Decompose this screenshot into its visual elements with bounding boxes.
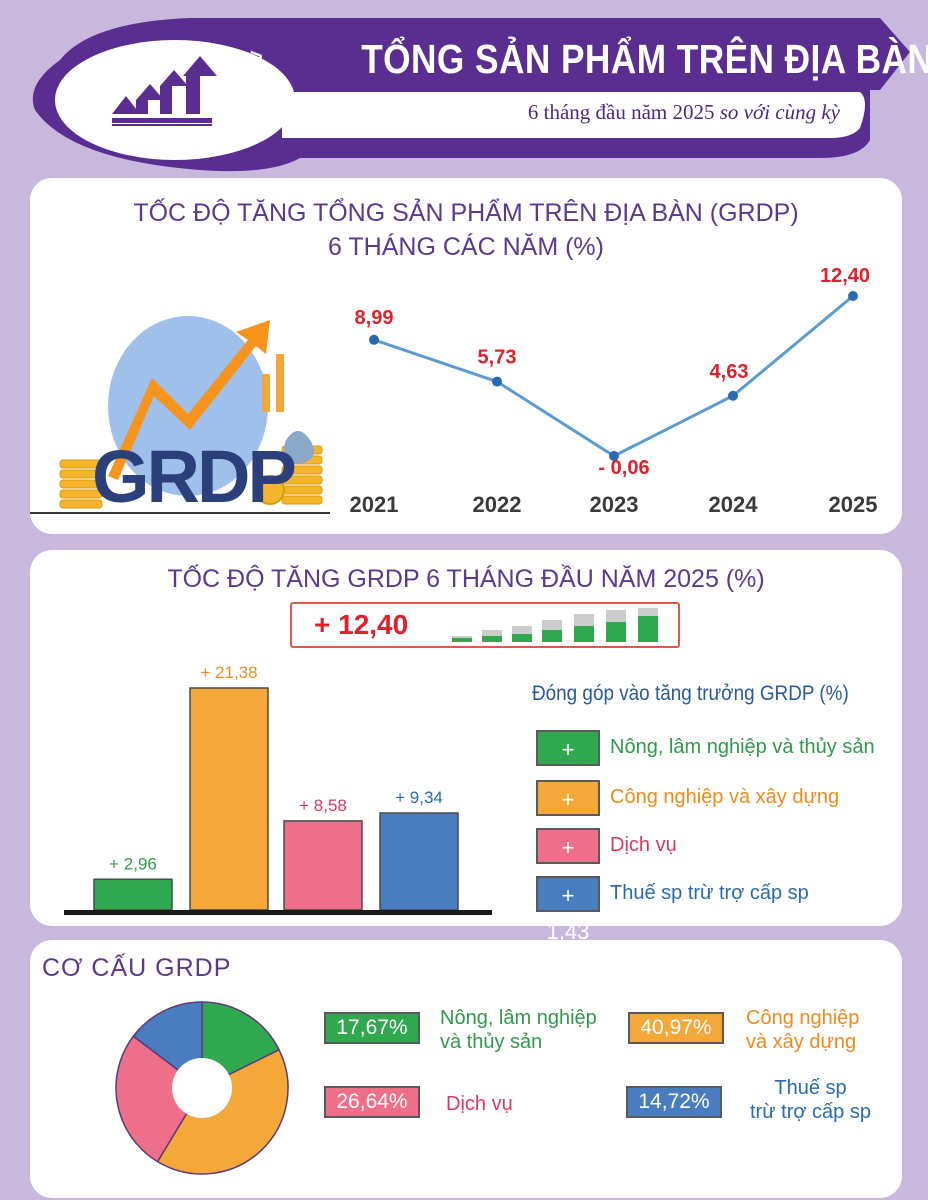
line-data-label: 8,99 bbox=[355, 307, 394, 329]
page-subtitle: 6 tháng đầu năm 2025 so với cùng kỳ bbox=[300, 100, 840, 125]
line-point bbox=[492, 376, 502, 387]
headline-growth-badge: + 12,40 bbox=[290, 602, 680, 648]
structure-label-taxes: Thuế sp trừ trợ cấp sp bbox=[750, 1076, 871, 1124]
structure-value-taxes: 14,72% bbox=[626, 1086, 722, 1118]
contribution-value: + 7,94 bbox=[536, 780, 600, 848]
contribution-label: Công nghiệp và xây dựng bbox=[610, 786, 840, 808]
growth-arrows-icon bbox=[112, 56, 217, 126]
line-point bbox=[728, 390, 738, 401]
x-tick-label: 2024 bbox=[709, 492, 759, 517]
structure-value-industry: 40,97% bbox=[628, 1012, 724, 1044]
structure-value-services: 26,64% bbox=[324, 1086, 420, 1118]
grdp-icon-text: GRDP bbox=[92, 435, 294, 518]
label-line: Nông, lâm nghiệp bbox=[440, 1007, 597, 1029]
growth-trend-panel: TỐC ĐỘ TĂNG TỔNG SẢN PHẨM TRÊN ĐỊA BÀN (… bbox=[30, 178, 902, 534]
line-point bbox=[369, 334, 379, 345]
line-data-label: 4,63 bbox=[710, 361, 749, 383]
bar-chart-title: TỐC ĐỘ TĂNG GRDP 6 THÁNG ĐẦU NĂM 2025 (%… bbox=[167, 565, 765, 593]
bar bbox=[283, 820, 363, 911]
x-tick-label: 2021 bbox=[350, 492, 399, 517]
icon-ellipse bbox=[55, 40, 295, 160]
bar-chart: + 2,96 + 21,38 + 8,58 + 9,34 bbox=[64, 663, 492, 915]
contribution-label: Thuế sp trừ trợ cấp sp bbox=[610, 882, 809, 904]
structure-label-industry: Công nghiệp và xây dựng bbox=[746, 1006, 859, 1054]
line-chart-subtitle: 6 THÁNG CÁC NĂM (%) bbox=[328, 233, 604, 261]
line-chart: GRDP 8,99 2021 5,73 2022 - 0,06 2023 4,63 2024 1… bbox=[30, 265, 878, 518]
label-line: trừ trợ cấp sp bbox=[750, 1101, 871, 1123]
structure-panel: CƠ CẤU GRDP 17,67% Nông, lâm nghiệp và t… bbox=[30, 940, 902, 1198]
line-point bbox=[848, 291, 858, 301]
donut-hole bbox=[172, 1058, 232, 1118]
bar-data-label: + 8,58 bbox=[299, 796, 347, 815]
page-title: TỔNG SẢN PHẨM TRÊN ĐỊA BÀN bbox=[361, 36, 928, 82]
label-line: và thủy sản bbox=[440, 1031, 543, 1053]
x-tick-label: 2023 bbox=[590, 492, 639, 517]
line-data-label: 12,40 bbox=[820, 265, 870, 287]
bar-data-label: + 2,96 bbox=[109, 854, 157, 873]
structure-title: CƠ CẤU GRDP bbox=[42, 954, 232, 982]
headline-growth-value: + 12,40 bbox=[314, 609, 409, 640]
contribution-value: + 0,55 bbox=[536, 730, 600, 798]
grdp-illustration: GRDP bbox=[30, 316, 330, 518]
trend-line bbox=[373, 294, 854, 458]
bar-data-label: + 9,34 bbox=[395, 788, 443, 807]
subtitle-main: 6 tháng đầu năm 2025 bbox=[527, 100, 720, 124]
x-tick-label: 2025 bbox=[829, 492, 878, 517]
header-banner bbox=[32, 18, 911, 172]
label-line: Dịch vụ bbox=[446, 1093, 513, 1115]
bar bbox=[93, 878, 173, 911]
contribution-label: Nông, lâm nghiệp và thủy sản bbox=[610, 736, 875, 758]
label-line: Công nghiệp bbox=[746, 1007, 860, 1029]
line-chart-title: TỐC ĐỘ TĂNG TỔNG SẢN PHẨM TRÊN ĐỊA BÀN (… bbox=[133, 199, 799, 227]
structure-label-services: Dịch vụ bbox=[446, 1092, 513, 1116]
contribution-legend-title: Đóng góp vào tăng trưởng GRDP (%) bbox=[532, 682, 849, 705]
bar-baseline bbox=[64, 910, 492, 915]
contribution-value: + 2,48 bbox=[536, 828, 600, 896]
donut-chart bbox=[115, 1001, 289, 1175]
line-point bbox=[609, 451, 619, 461]
label-line: Thuế sp bbox=[774, 1077, 847, 1099]
growth-breakdown-panel: TỐC ĐỘ TĂNG GRDP 6 THÁNG ĐẦU NĂM 2025 (%… bbox=[30, 550, 902, 944]
chevrons-icon: >> bbox=[240, 44, 263, 69]
line-data-label: - 0,06 bbox=[598, 457, 649, 479]
line-data-label: 5,73 bbox=[478, 347, 517, 369]
donut-slice bbox=[115, 1035, 203, 1163]
subtitle-strip bbox=[282, 92, 865, 138]
mini-bars-icon bbox=[452, 608, 658, 642]
x-tick-label: 2022 bbox=[473, 492, 522, 517]
subtitle-italic: so với cùng kỳ bbox=[719, 100, 840, 124]
donut-slice bbox=[156, 1048, 289, 1175]
structure-label-agriculture: Nông, lâm nghiệp và thủy sản bbox=[440, 1006, 597, 1054]
bar bbox=[189, 687, 269, 911]
bar bbox=[379, 812, 459, 911]
structure-value-agriculture: 17,67% bbox=[324, 1012, 420, 1044]
contribution-label: Dịch vụ bbox=[610, 834, 677, 856]
label-line: và xây dựng bbox=[746, 1031, 857, 1053]
bar-data-label: + 21,38 bbox=[200, 663, 257, 682]
contribution-value: + 1,43 bbox=[536, 876, 600, 944]
